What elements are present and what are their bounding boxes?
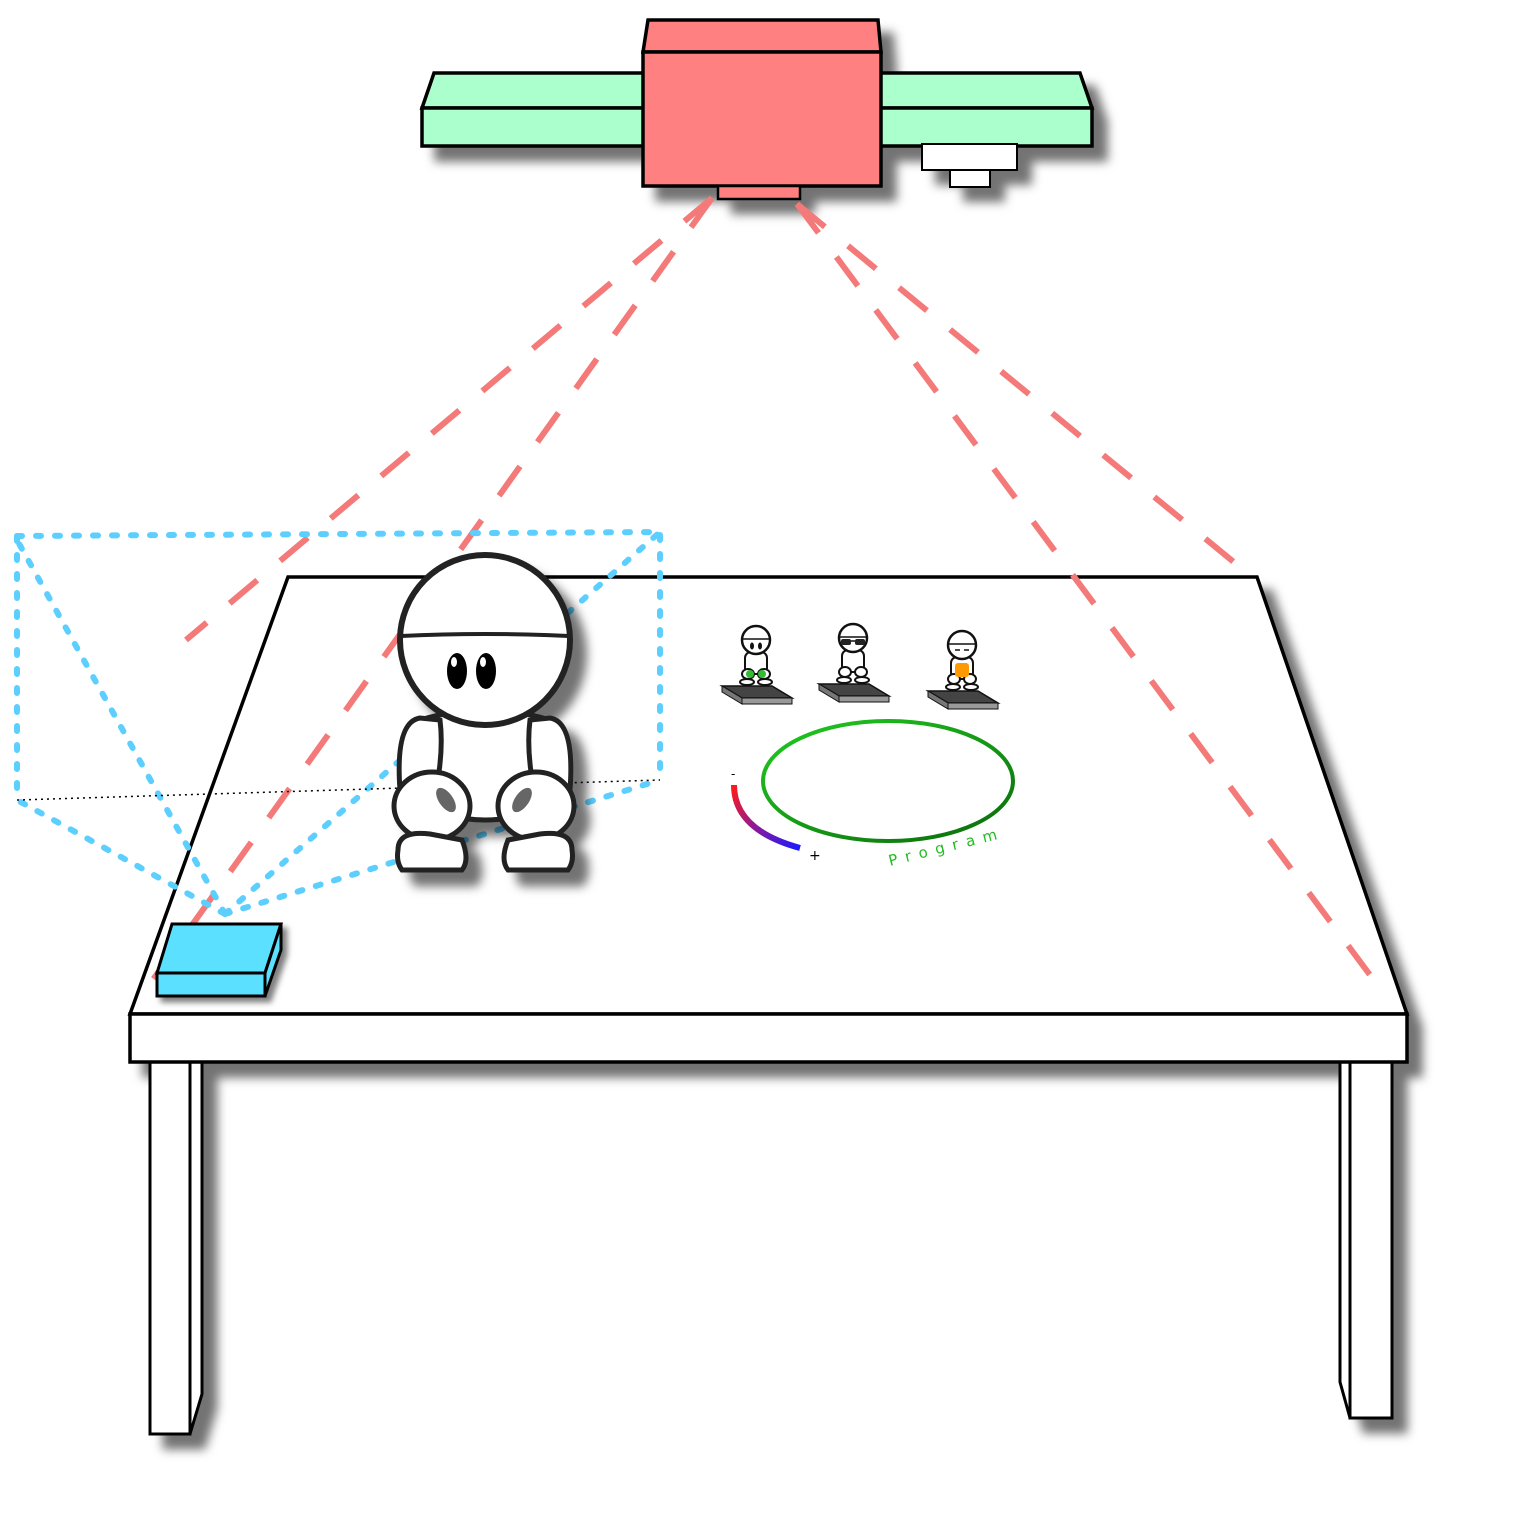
robot-character [391,552,577,873]
kinect-field-of-view [14,528,663,917]
table-leg-left [148,1060,204,1436]
gauge-plus-label: + [809,848,821,864]
projection-ray-right-inner [794,202,1373,977]
robot-knee-right [495,769,577,843]
projection-ray-left-outer [184,195,714,643]
table-leg-right [1338,1060,1394,1420]
robot-knee-left [391,769,473,843]
kinect-box [154,922,284,998]
projector-lens [716,184,802,201]
robot-foot-right [501,830,575,873]
robot-head-band [400,632,570,638]
robot-head [397,552,573,728]
camera-sensor [921,143,1018,188]
green-figurine [719,624,795,705]
orange-figurine [925,629,1001,710]
projection-ray-right-outer [795,201,1254,580]
gauge-minus-label: - [731,767,735,781]
projector-assembly [419,18,1095,201]
program-ring [761,719,1015,843]
table [127,575,1410,1436]
projection-rays [144,195,1373,990]
gauge-arc [731,784,801,851]
robot-eye-left [447,653,467,689]
projector-body [640,18,883,201]
robot-foot-left [395,830,469,873]
figurine-row [719,622,1001,710]
sunglasses-figurine [816,622,892,703]
table-edge [128,1012,1409,1064]
robot-eye-right [476,653,496,689]
